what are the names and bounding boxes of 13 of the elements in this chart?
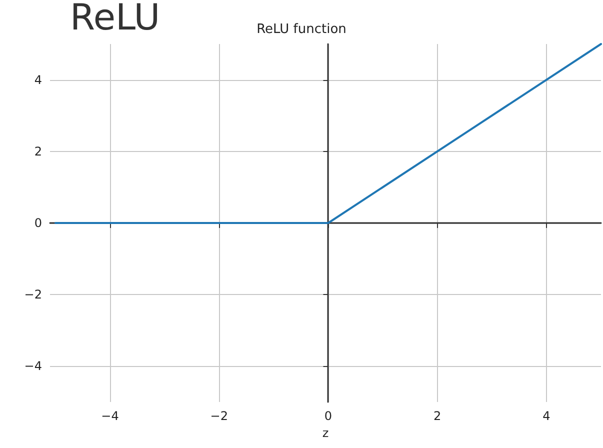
x-tick-label: −2 <box>210 409 228 423</box>
chart-title: ReLU function <box>256 22 346 37</box>
y-tick-label: −4 <box>24 359 42 374</box>
x-tick-label: −4 <box>101 409 119 423</box>
y-tick-label: 0 <box>34 216 42 230</box>
x-tick-label: 2 <box>434 409 442 423</box>
y-tick-label: 4 <box>34 72 42 87</box>
x-tick-label: 4 <box>542 409 550 423</box>
y-tick-label: −2 <box>24 288 42 302</box>
x-tick-label: 0 <box>324 409 332 423</box>
y-tick-label: 2 <box>34 144 42 158</box>
text: ReLU <box>70 0 160 38</box>
x-axis-title: z <box>322 426 329 440</box>
